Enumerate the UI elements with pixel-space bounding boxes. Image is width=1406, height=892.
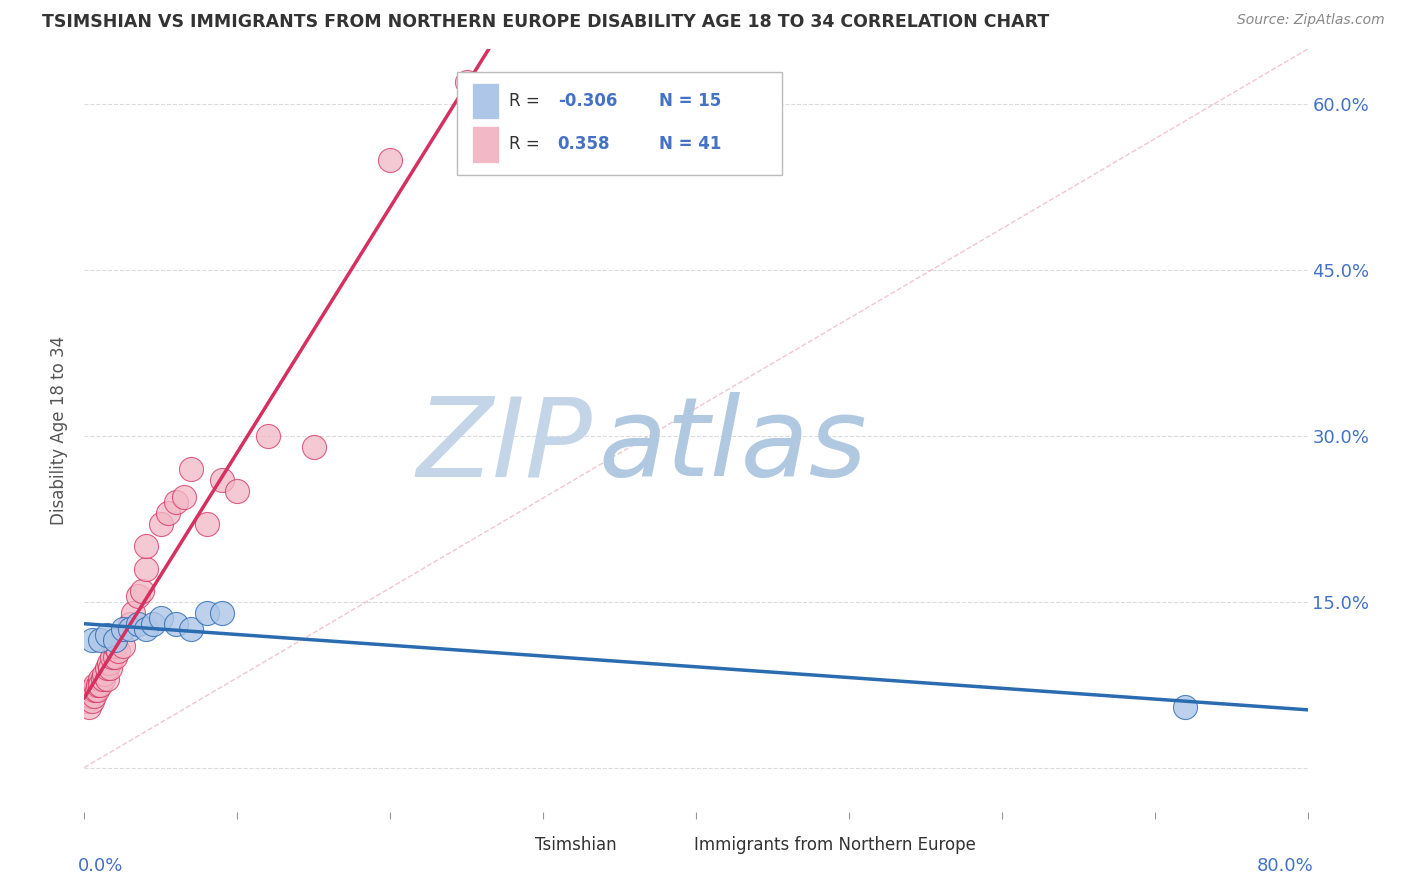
Text: Immigrants from Northern Europe: Immigrants from Northern Europe [693,836,976,854]
Point [98,661,121,675]
Text: Source: ZipAtlas.com: Source: ZipAtlas.com [1237,13,1385,28]
Point [79,689,101,703]
Point [135,561,157,575]
Point [380,153,402,167]
Point [149,517,172,532]
Point [135,540,157,554]
Point [104,633,127,648]
Point [96,628,118,642]
Point [89,633,111,648]
Point [77,699,100,714]
Text: 0.358: 0.358 [558,136,610,153]
Point [226,484,249,499]
Point [127,589,149,603]
Point [211,473,233,487]
Bar [472,126,499,162]
Point [87,678,110,692]
Point [80,633,103,648]
Point [104,639,127,653]
Text: N = 15: N = 15 [659,92,721,110]
Point [89,678,111,692]
Point [91,672,114,686]
Point [302,440,325,454]
Text: -0.306: -0.306 [558,92,617,110]
Point [80,683,103,698]
Point [127,616,149,631]
Point [96,661,118,675]
Text: TSIMSHIAN VS IMMIGRANTS FROM NORTHERN EUROPE DISABILITY AGE 18 TO 34 CORRELATION: TSIMSHIAN VS IMMIGRANTS FROM NORTHERN EU… [42,13,1049,31]
Bar [659,833,686,856]
Point [195,517,218,532]
Text: R =: R = [509,92,544,110]
Point [76,694,98,708]
Text: atlas: atlas [598,392,866,500]
Point [120,616,142,631]
Text: R =: R = [509,136,544,153]
Point [122,606,145,620]
Point [142,616,165,631]
Point [180,462,202,476]
Point [211,606,233,620]
Point [84,683,107,698]
Point [107,644,129,658]
Text: 0.0%: 0.0% [79,857,124,875]
Point [1174,699,1197,714]
Point [89,672,111,686]
Point [149,611,172,625]
Point [84,678,107,692]
Point [257,429,280,443]
Point [80,694,103,708]
Point [180,623,202,637]
Point [86,683,108,698]
Point [195,606,218,620]
Point [111,623,134,637]
Text: ZIP: ZIP [416,392,592,500]
Point [165,616,187,631]
Point [135,623,157,637]
Bar [472,83,499,120]
Point [131,583,153,598]
Text: Tsimshian: Tsimshian [534,836,616,854]
Point [104,650,127,665]
Point [83,689,105,703]
FancyBboxPatch shape [457,72,782,175]
Bar [501,833,527,856]
Point [97,656,120,670]
Point [456,75,478,89]
Point [173,490,195,504]
Point [93,666,115,681]
Text: N = 41: N = 41 [659,136,721,153]
Point [120,623,142,637]
Text: 80.0%: 80.0% [1257,857,1313,875]
Point [157,506,180,520]
Point [96,672,118,686]
Point [101,650,124,665]
Y-axis label: Disability Age 18 to 34: Disability Age 18 to 34 [51,335,69,525]
Point [111,639,134,653]
Point [165,495,187,509]
